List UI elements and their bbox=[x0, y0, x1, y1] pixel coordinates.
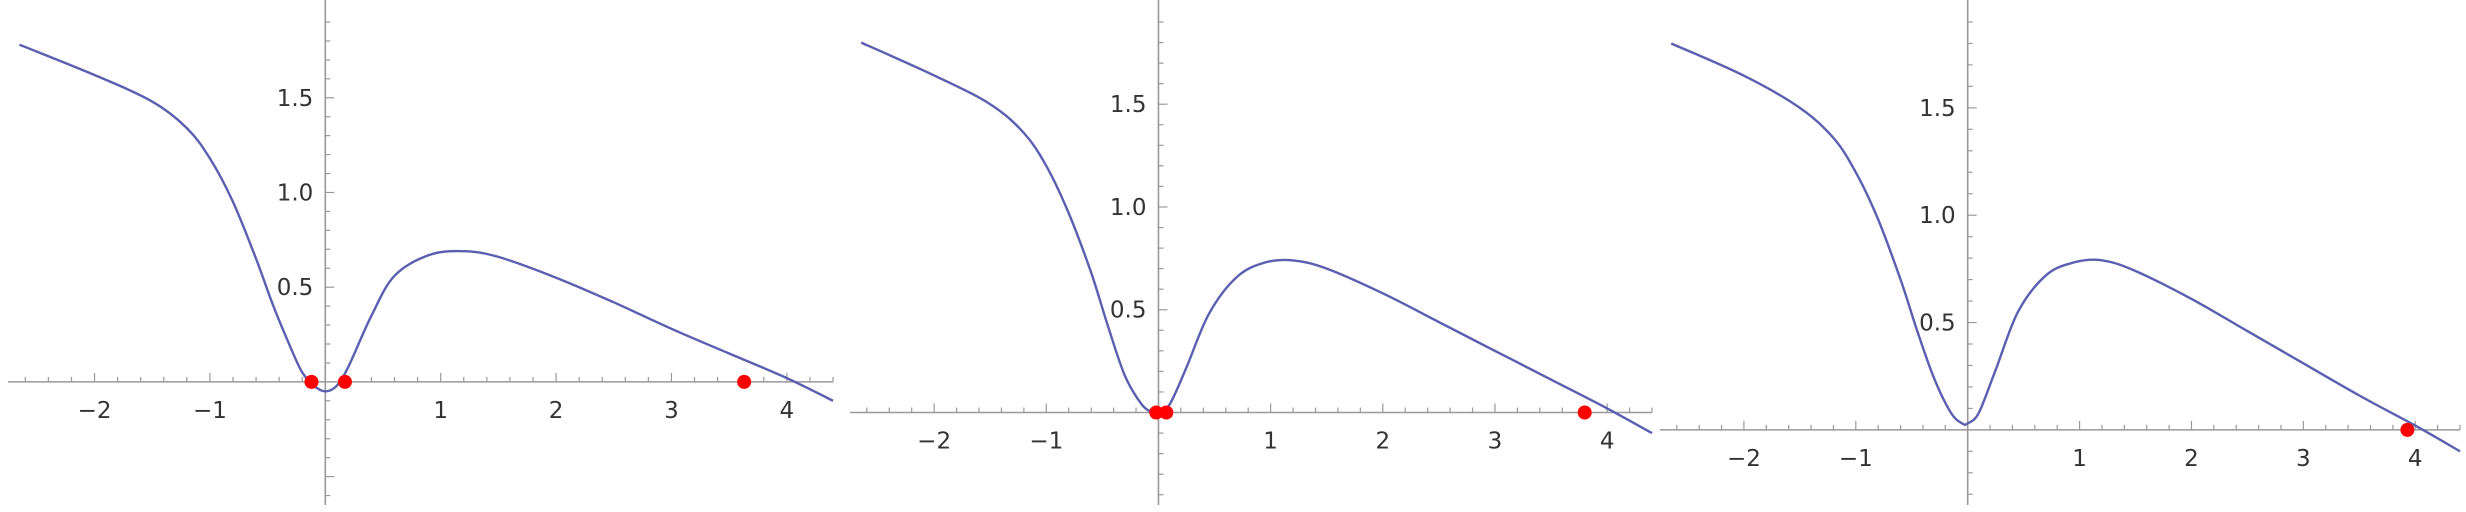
x-tick-label: 4 bbox=[2408, 446, 2423, 472]
root-marker bbox=[337, 374, 352, 389]
x-tick-label: −1 bbox=[1029, 429, 1063, 455]
x-tick-label: 3 bbox=[664, 398, 679, 424]
x-tick-label: 4 bbox=[780, 398, 795, 424]
x-tick-label: 4 bbox=[1600, 429, 1615, 455]
y-tick-label: 1.5 bbox=[277, 86, 314, 112]
chart-panel-3: −2 −1 1 2 3 4 0.5 1.0 1.5 bbox=[1660, 0, 2461, 505]
y-tick-label: 0.5 bbox=[1110, 298, 1147, 324]
root-marker bbox=[2400, 422, 2415, 437]
y-tick-label: 0.5 bbox=[277, 275, 314, 301]
x-tick-label: 1 bbox=[433, 398, 448, 424]
y-tick-label: 1.0 bbox=[277, 180, 314, 206]
x-tick-label: 2 bbox=[1375, 429, 1390, 455]
x-tick-label: −1 bbox=[1839, 446, 1873, 472]
root-marker bbox=[1159, 405, 1174, 420]
y-tick-label: 1.5 bbox=[1919, 96, 1956, 122]
y-tick-label: 0.5 bbox=[1919, 311, 1956, 337]
x-tick-label: −2 bbox=[917, 429, 951, 455]
x-tick-label: −1 bbox=[193, 398, 227, 424]
x-tick-label: 3 bbox=[2296, 446, 2311, 472]
x-tick-label: 2 bbox=[549, 398, 564, 424]
series-line-1 bbox=[19, 43, 834, 402]
x-tick-label: 3 bbox=[1488, 429, 1503, 455]
chart-panel-2: −2 −1 1 2 3 4 0.5 1.0 1.5 bbox=[850, 0, 1653, 505]
x-tick-label: 2 bbox=[2184, 446, 2199, 472]
y-tick-label: 1.0 bbox=[1919, 203, 1956, 229]
x-tick-label: 1 bbox=[2072, 446, 2087, 472]
chart-panel-1: −2 −1 1 2 3 4 0.5 1.0 1.5 bbox=[8, 0, 834, 505]
y-tick-label: 1.5 bbox=[1110, 92, 1147, 118]
x-tick-label: −2 bbox=[78, 398, 112, 424]
x-tick-label: 1 bbox=[1263, 429, 1278, 455]
root-marker bbox=[737, 374, 752, 389]
root-marker bbox=[1149, 405, 1164, 420]
root-marker bbox=[304, 374, 319, 389]
root-marker bbox=[1577, 405, 1592, 420]
y-tick-label: 1.0 bbox=[1110, 195, 1147, 221]
x-tick-label: −2 bbox=[1727, 446, 1761, 472]
series-line-1 bbox=[860, 41, 1653, 435]
series-line-1 bbox=[1670, 42, 2461, 453]
